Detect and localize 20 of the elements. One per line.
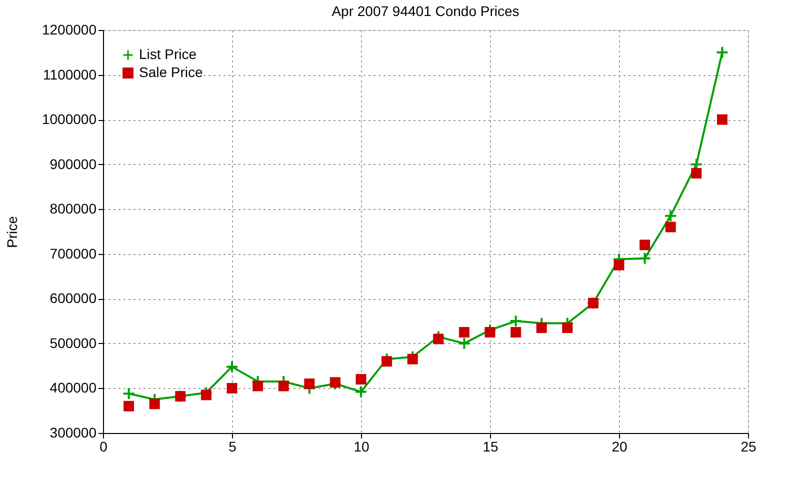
y-tick-label: 400000 (50, 380, 97, 396)
y-axis-title: Price (4, 216, 20, 248)
y-tick-label: 300000 (50, 424, 97, 440)
legend-label: Sale Price (139, 64, 204, 80)
y-tick-label: 900000 (50, 156, 97, 172)
chart-title: Apr 2007 94401 Condo Prices (332, 3, 520, 19)
y-tick-label: 1000000 (42, 111, 97, 128)
x-tick-label: 10 (354, 438, 370, 454)
x-tick-label: 25 (740, 438, 756, 454)
x-tick-label: 0 (100, 438, 108, 454)
x-tick-label: 5 (228, 438, 237, 454)
y-tick-label: 500000 (50, 334, 97, 351)
x-tick-label: 15 (482, 438, 498, 454)
y-tick-label: 800000 (50, 200, 97, 217)
y-tick-label: 1200000 (42, 22, 97, 38)
y-tick-label: 600000 (50, 290, 97, 306)
y-tick-label: 1100000 (43, 66, 97, 82)
y-tick-label: 700000 (50, 245, 97, 262)
x-tick-label: 20 (612, 438, 628, 454)
legend-label: List Price (139, 46, 197, 62)
